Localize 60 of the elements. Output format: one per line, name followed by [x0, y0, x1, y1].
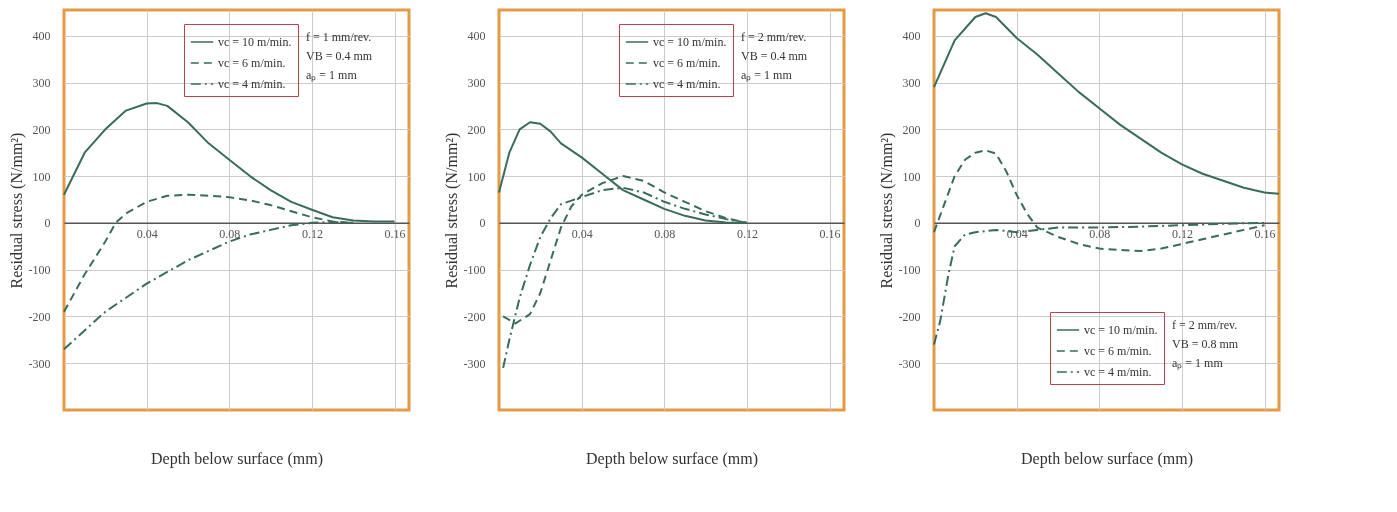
y-tick-label: -100 [463, 263, 486, 278]
legend-label: vc = 4 m/min. [1084, 365, 1152, 379]
y-tick-label: -300 [28, 356, 51, 371]
legend-label: vc = 6 m/min. [218, 56, 286, 70]
y-tick-label: -300 [898, 356, 921, 371]
legend-label: vc = 4 m/min. [218, 77, 286, 91]
legend-label: vc = 10 m/min. [1084, 323, 1158, 337]
y-tick-label: 400 [902, 29, 921, 44]
annotation: f = 2 mm/rev. [741, 30, 807, 44]
y-tick-label: 0 [479, 216, 486, 231]
x-axis-title: Depth below surface (mm) [586, 449, 758, 468]
y-tick-label: 400 [32, 29, 51, 44]
annotation: VB = 0.8 mm [1172, 337, 1239, 351]
y-tick-label: 0 [914, 216, 921, 231]
annotation: f = 1 mm/rev. [306, 30, 372, 44]
legend-label: vc = 6 m/min. [1084, 344, 1152, 358]
x-tick-label: 0.04 [1006, 227, 1028, 242]
legend-label: vc = 6 m/min. [653, 56, 721, 70]
annotation: aₚ = 1 mm [741, 68, 793, 82]
annotation: VB = 0.4 mm [306, 49, 373, 63]
x-tick-label: 0.16 [819, 227, 841, 242]
y-tick-label: 300 [467, 76, 486, 91]
y-tick-label: 100 [467, 169, 486, 184]
x-tick-label: 0.16 [1254, 227, 1276, 242]
y-tick-label: -200 [463, 309, 486, 324]
y-tick-label: -100 [898, 263, 921, 278]
x-tick-label: 0.04 [136, 227, 158, 242]
y-tick-label: -200 [898, 309, 921, 324]
x-tick-label: 0.08 [219, 227, 241, 242]
y-tick-label: 300 [902, 76, 921, 91]
legend-label: vc = 10 m/min. [218, 35, 292, 49]
y-tick-label: 200 [32, 122, 51, 137]
x-tick-label: 0.12 [1171, 227, 1193, 242]
annotation: VB = 0.4 mm [741, 49, 808, 63]
y-tick-label: 200 [902, 122, 921, 137]
x-tick-label: 0.08 [1089, 227, 1111, 242]
y-tick-label: 0 [44, 216, 51, 231]
y-tick-label: -100 [28, 263, 51, 278]
x-axis-title: Depth below surface (mm) [1021, 449, 1193, 468]
y-tick-label: 100 [32, 169, 51, 184]
y-axis-title: Residual stress (N/mm²) [442, 132, 461, 289]
y-tick-label: 300 [32, 76, 51, 91]
annotation: f = 2 mm/rev. [1172, 318, 1238, 332]
legend-label: vc = 10 m/min. [653, 35, 727, 49]
y-tick-label: -200 [28, 309, 51, 324]
x-tick-label: 0.12 [301, 227, 323, 242]
y-tick-label: 100 [902, 169, 921, 184]
x-tick-label: 0.04 [571, 227, 593, 242]
y-axis-title: Residual stress (N/mm²) [7, 132, 26, 289]
x-tick-label: 0.08 [654, 227, 676, 242]
y-tick-label: 400 [467, 29, 486, 44]
y-tick-label: 200 [467, 122, 486, 137]
annotation: aₚ = 1 mm [1172, 356, 1224, 370]
y-tick-label: -300 [463, 356, 486, 371]
x-axis-title: Depth below surface (mm) [151, 449, 323, 468]
x-tick-label: 0.12 [736, 227, 758, 242]
y-axis-title: Residual stress (N/mm²) [877, 132, 896, 289]
legend-label: vc = 4 m/min. [653, 77, 721, 91]
x-tick-label: 0.16 [384, 227, 406, 242]
annotation: aₚ = 1 mm [306, 68, 358, 82]
